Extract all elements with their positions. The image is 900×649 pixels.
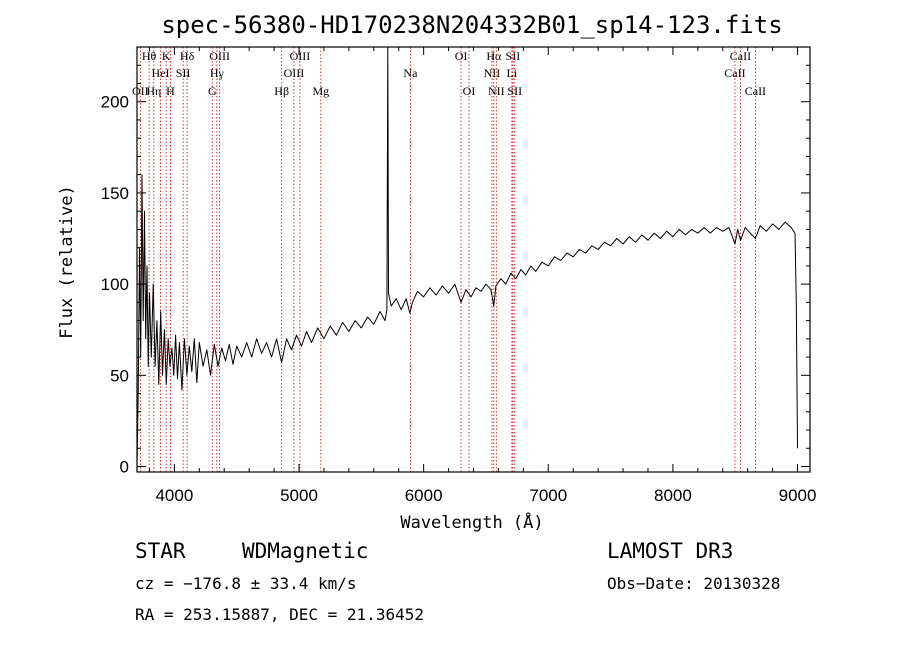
- marker-label: G: [208, 84, 217, 98]
- survey-name: LAMOST DR3: [607, 539, 733, 563]
- marker-label: K: [162, 49, 171, 63]
- spectrum-series: [136, 46, 798, 467]
- x-axis-ticks: 4000 5000 6000 7000 8000 9000: [148, 47, 817, 505]
- x-tick-label: 8000: [654, 486, 692, 505]
- spectrum-line: [136, 46, 798, 467]
- y-tick-label: 0: [120, 458, 129, 477]
- redshift-cz: cz = −176.8 ± 33.4 km/s: [135, 574, 357, 593]
- marker-label: Li: [507, 66, 518, 80]
- marker-label: Hδ: [180, 49, 195, 63]
- marker-label: CaII: [730, 49, 751, 63]
- y-tick-label: 150: [101, 184, 129, 203]
- marker-label: Hα: [486, 49, 502, 63]
- marker-label: OIII: [290, 49, 311, 63]
- marker-label: OIII: [209, 49, 230, 63]
- chart-title: spec-56380-HD170238N204332B01_sp14-123.f…: [161, 11, 782, 39]
- marker-label: Mg: [312, 84, 329, 98]
- y-tick-label: 100: [101, 275, 129, 294]
- marker-label: NII: [488, 84, 505, 98]
- marker-label: HeI: [152, 66, 170, 80]
- x-tick-label: 6000: [405, 486, 443, 505]
- y-tick-label: 200: [101, 93, 129, 112]
- marker-label: SII: [506, 49, 521, 63]
- x-axis-label: Wavelength (Å): [400, 511, 543, 533]
- y-tick-label: 50: [110, 366, 129, 385]
- object-subclass: WDMagnetic: [242, 539, 368, 563]
- y-axis-ticks: 0 50 100 150 200: [101, 64, 810, 477]
- marker-label: OII: [132, 84, 149, 98]
- x-tick-label: 9000: [779, 486, 817, 505]
- marker-label: Hβ: [274, 84, 289, 98]
- marker-label: CaII: [745, 84, 766, 98]
- marker-label: H: [166, 84, 175, 98]
- marker-label: Na: [403, 66, 418, 80]
- x-tick-label: 4000: [155, 486, 193, 505]
- marker-label: OIII: [284, 66, 305, 80]
- x-tick-label: 7000: [529, 486, 567, 505]
- marker-label: Hθ: [142, 49, 157, 63]
- observation-date: Obs−Date: 20130328: [607, 574, 780, 593]
- marker-label: CaII: [724, 66, 745, 80]
- x-tick-label: 5000: [280, 486, 318, 505]
- marker-label: Hη: [146, 84, 161, 98]
- sky-coordinates: RA = 253.15887, DEC = 21.36452: [135, 605, 424, 624]
- object-class: STAR: [135, 539, 186, 563]
- marker-label: Hγ: [210, 66, 225, 80]
- marker-label: NII: [484, 66, 501, 80]
- marker-label: OI: [455, 49, 468, 63]
- y-axis-label: Flux (relative): [57, 185, 77, 339]
- line-markers: OIIHθHηHeIKHSIIHδGHγOIIIHβOIIIOIIIMgNaOI…: [132, 47, 766, 472]
- marker-label: SII: [176, 66, 191, 80]
- marker-label: SII: [507, 84, 522, 98]
- marker-label: OI: [463, 84, 476, 98]
